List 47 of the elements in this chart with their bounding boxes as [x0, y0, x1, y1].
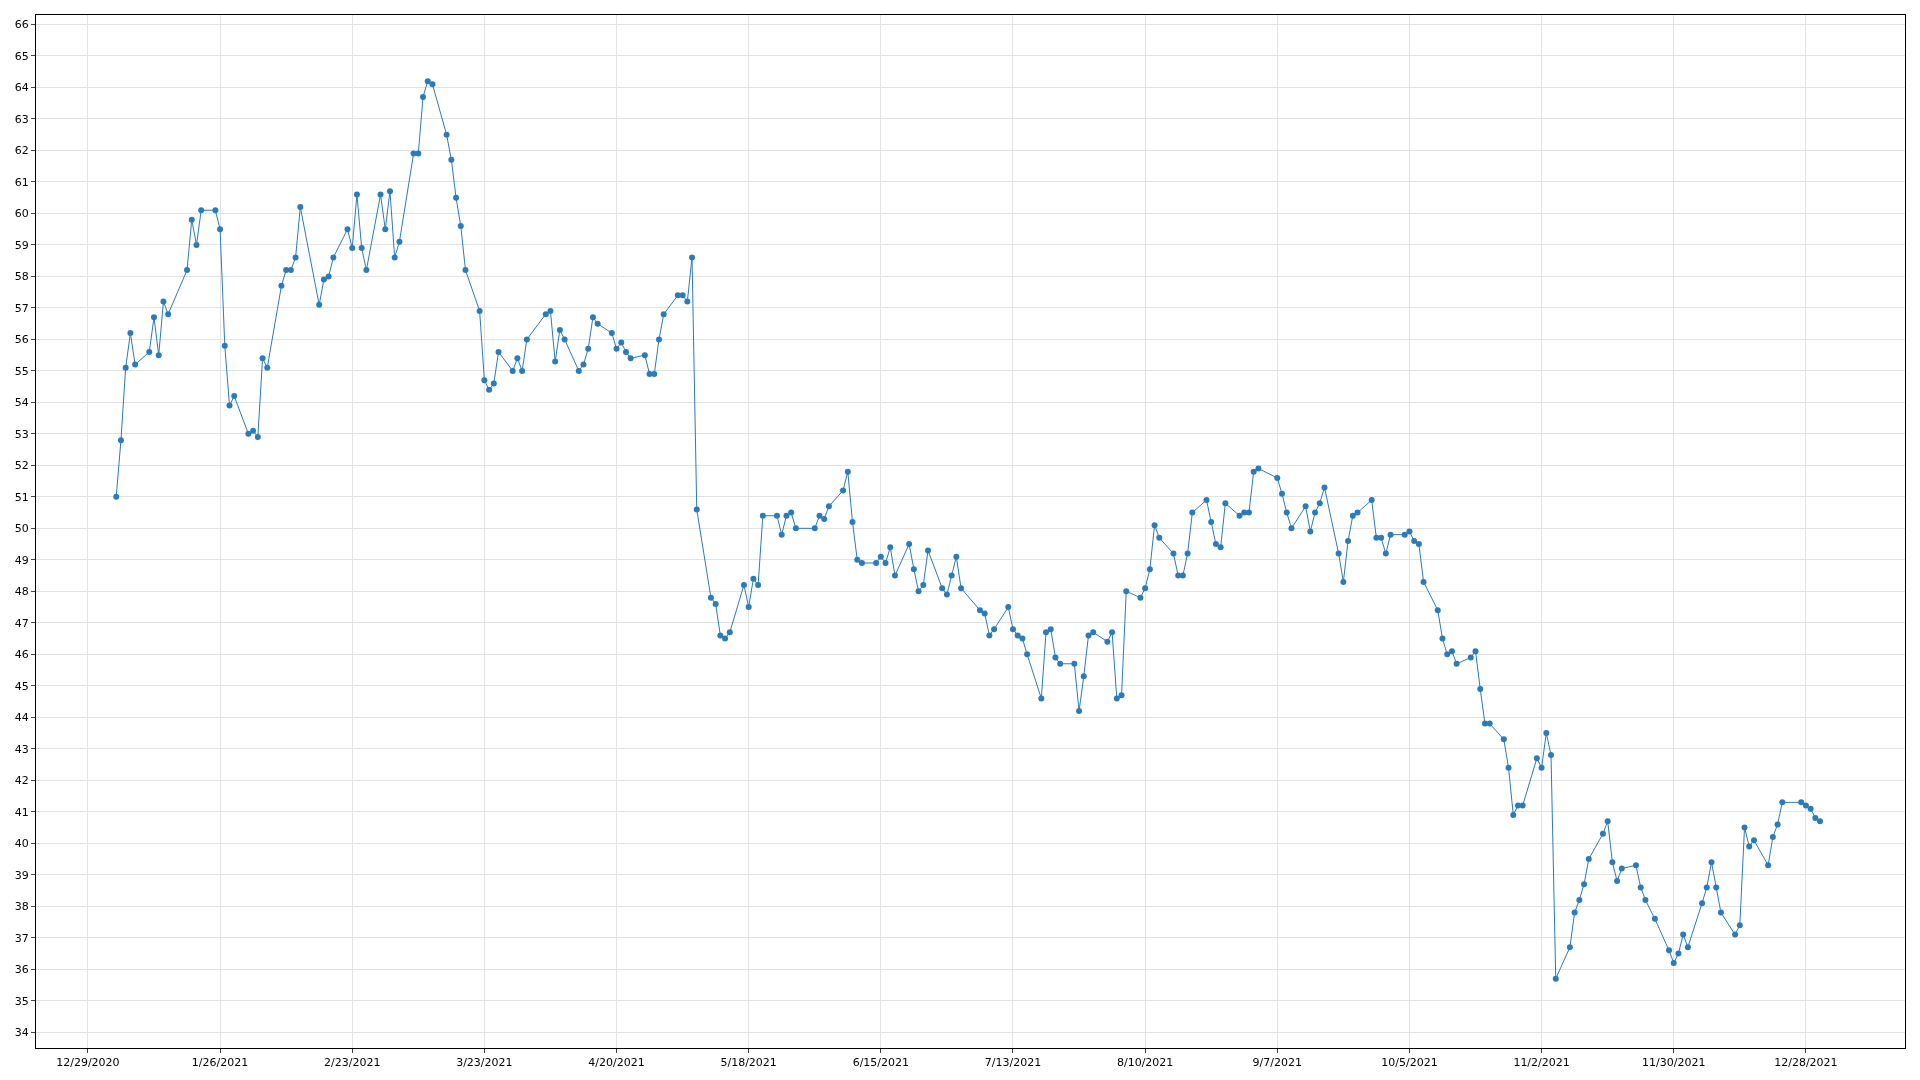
y-tick-label: 41 [14, 805, 29, 819]
y-tick-label: 51 [14, 490, 29, 504]
y-tick-label: 55 [14, 364, 29, 378]
x-tick-label: 4/20/2021 [588, 1056, 645, 1070]
x-tick-label: 7/13/2021 [984, 1056, 1042, 1070]
x-tick-label: 3/23/2021 [456, 1056, 513, 1070]
y-tick-label: 44 [14, 711, 29, 725]
y-tick-label: 37 [14, 931, 29, 945]
y-tick-label: 38 [14, 900, 29, 914]
y-tick-label: 56 [14, 333, 29, 347]
y-tick-label: 49 [14, 553, 29, 567]
x-tick-label: 9/7/2021 [1252, 1056, 1302, 1070]
x-tick-label: 5/18/2021 [720, 1056, 777, 1070]
y-tick-label: 50 [14, 522, 29, 536]
y-tick-label: 58 [14, 270, 29, 284]
x-tick-label: 10/5/2021 [1381, 1056, 1438, 1070]
y-tick-label: 46 [14, 648, 29, 662]
y-tick-label: 48 [14, 585, 29, 599]
y-tick-label: 40 [14, 837, 29, 851]
x-tick-label: 2/23/2021 [324, 1056, 381, 1070]
y-tick-label: 57 [14, 301, 29, 315]
y-tick-label: 54 [14, 396, 29, 410]
y-tick-label: 47 [14, 616, 29, 630]
x-tick-label: 12/28/2021 [1774, 1056, 1838, 1070]
y-tick-label: 39 [14, 868, 29, 882]
y-tick-label: 65 [14, 49, 29, 63]
y-tick-label: 59 [14, 238, 29, 252]
x-tick-label: 11/2/2021 [1513, 1056, 1570, 1070]
y-tick-label: 52 [14, 459, 29, 473]
y-tick-label: 36 [14, 963, 29, 977]
x-tick-label: 8/10/2021 [1116, 1056, 1174, 1070]
y-tick-label: 43 [14, 742, 29, 756]
y-tick-label: 35 [14, 994, 29, 1008]
x-tick-label: 1/26/2021 [191, 1056, 249, 1070]
y-tick-label: 34 [14, 1026, 29, 1040]
y-tick-label: 45 [14, 679, 29, 693]
y-tick-label: 60 [14, 207, 29, 221]
y-tick-label: 66 [14, 18, 29, 32]
y-tick-label: 61 [14, 175, 29, 189]
y-tick-label: 42 [14, 774, 29, 788]
y-tick-label: 63 [14, 112, 29, 126]
y-tick-label: 62 [14, 144, 29, 158]
y-tick-label: 64 [14, 81, 29, 95]
x-tick-label: 11/30/2021 [1642, 1056, 1706, 1070]
x-tick-label: 6/15/2021 [852, 1056, 910, 1070]
x-tick-label: 12/29/2020 [56, 1056, 120, 1070]
y-tick-label: 53 [14, 427, 29, 441]
